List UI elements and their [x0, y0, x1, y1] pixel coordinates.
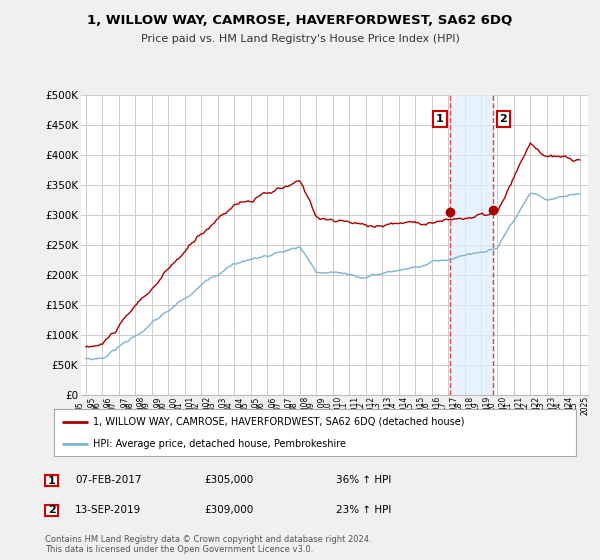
Text: 13-SEP-2019: 13-SEP-2019: [75, 505, 141, 515]
Text: 07-FEB-2017: 07-FEB-2017: [75, 475, 142, 485]
Text: 2: 2: [48, 505, 55, 515]
Text: 1: 1: [436, 114, 444, 124]
Text: 1: 1: [48, 475, 55, 486]
Text: 1, WILLOW WAY, CAMROSE, HAVERFORDWEST, SA62 6DQ (detached house): 1, WILLOW WAY, CAMROSE, HAVERFORDWEST, S…: [93, 417, 464, 427]
Text: 1, WILLOW WAY, CAMROSE, HAVERFORDWEST, SA62 6DQ: 1, WILLOW WAY, CAMROSE, HAVERFORDWEST, S…: [88, 14, 512, 27]
Text: 2: 2: [499, 114, 507, 124]
Bar: [450, 95, 493, 395]
Text: 23% ↑ HPI: 23% ↑ HPI: [336, 505, 391, 515]
Text: 36% ↑ HPI: 36% ↑ HPI: [336, 475, 391, 485]
Text: £305,000: £305,000: [204, 475, 253, 485]
Text: HPI: Average price, detached house, Pembrokeshire: HPI: Average price, detached house, Pemb…: [93, 438, 346, 449]
Text: £309,000: £309,000: [204, 505, 253, 515]
Text: Price paid vs. HM Land Registry's House Price Index (HPI): Price paid vs. HM Land Registry's House …: [140, 34, 460, 44]
Text: Contains HM Land Registry data © Crown copyright and database right 2024.
This d: Contains HM Land Registry data © Crown c…: [45, 535, 371, 554]
